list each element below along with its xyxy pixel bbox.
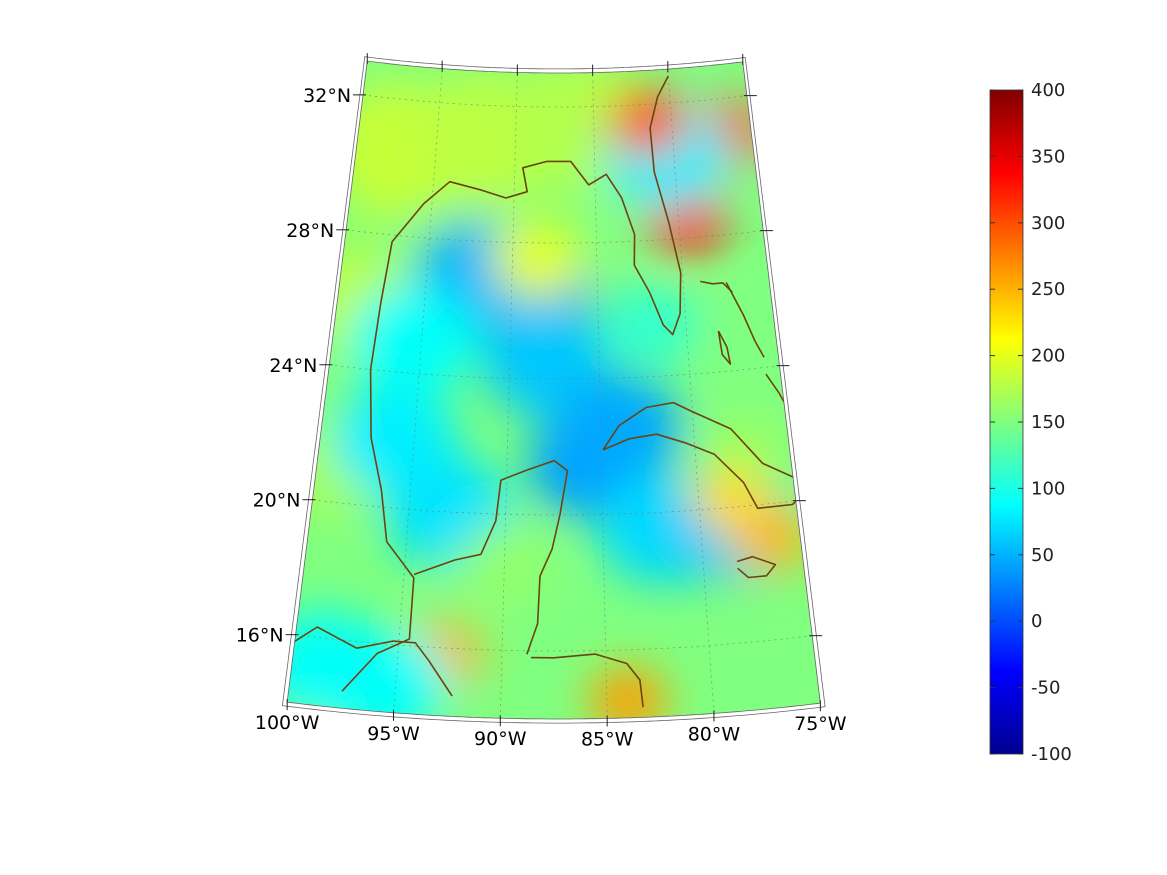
colorbar-tick-label: 100: [1031, 478, 1065, 499]
lon-tick-label: 85°W: [581, 728, 634, 750]
lat-tick-label: 32°N: [303, 85, 351, 107]
colorbar-tick-label: 300: [1031, 213, 1065, 234]
colorbar-tick-label: 0: [1031, 611, 1042, 632]
colorbar: 400 350 300 250 200 150 100 50 0 -50 -100: [989, 80, 1072, 765]
lon-tick-label: 80°W: [688, 723, 741, 745]
field-feature: [458, 525, 551, 606]
lat-tick-label: 24°N: [269, 355, 317, 377]
colorbar-tick-label: -100: [1031, 744, 1072, 765]
coastline-hispaniola: [805, 498, 821, 529]
field-feature: [588, 666, 668, 720]
frame-ticks: [285, 53, 823, 727]
colorbar-tick-label: 250: [1031, 279, 1065, 300]
coastline-bahamas-andros: [717, 330, 732, 365]
axis-labels: 32°N 28°N 24°N 20°N 16°N 100°W 95°W 90°W 85°W 80°…: [236, 85, 847, 751]
coastline-yucatan: [413, 459, 569, 655]
lat-gridline: [295, 634, 813, 652]
coastline-central-america: [530, 653, 644, 708]
lon-tick-label: 95°W: [367, 723, 420, 745]
lon-tick-label: 90°W: [474, 728, 527, 750]
gridlines: [287, 61, 821, 719]
colorbar-tick-label: 200: [1031, 346, 1065, 367]
field-feature: [692, 466, 771, 535]
field-feature: [604, 285, 697, 366]
colorbar-tick-label: 400: [1031, 80, 1065, 101]
colorbar-ticks: 400 350 300 250 200 150 100 50 0 -50 -100: [990, 80, 1072, 765]
colorbar-tick-label: 350: [1031, 146, 1065, 167]
map-area: 32°N 28°N 24°N 20°N 16°N 100°W 95°W 90°W 85°W 80°…: [236, 53, 847, 751]
field-feature: [491, 219, 584, 300]
coastline-bahamas-eleuthera: [725, 282, 765, 358]
coastline-jamaica: [736, 555, 777, 579]
coastline-bahamas-grand: [700, 280, 733, 293]
lon-tick-label: 75°W: [794, 713, 847, 735]
lat-gridline: [346, 229, 764, 244]
coastline-pacific: [294, 626, 453, 697]
lat-tick-label: 16°N: [236, 625, 284, 647]
colorbar-tick-label: -50: [1031, 678, 1060, 699]
map-frame: [281, 56, 826, 724]
lat-tick-label: 28°N: [286, 220, 334, 242]
field-feature: [555, 374, 683, 485]
coastline-gulf: [341, 75, 682, 692]
lat-tick-label: 20°N: [253, 490, 301, 512]
data-field: [287, 61, 810, 720]
lat-gridline: [312, 499, 796, 516]
colorbar-tick-label: 150: [1031, 412, 1065, 433]
field-feature: [711, 293, 804, 374]
field-feature: [349, 284, 477, 395]
lat-gridline: [363, 94, 747, 108]
lon-tick-label: 100°W: [255, 712, 320, 734]
field-feature: [609, 87, 688, 156]
colorbar-tick-label: 50: [1031, 545, 1054, 566]
